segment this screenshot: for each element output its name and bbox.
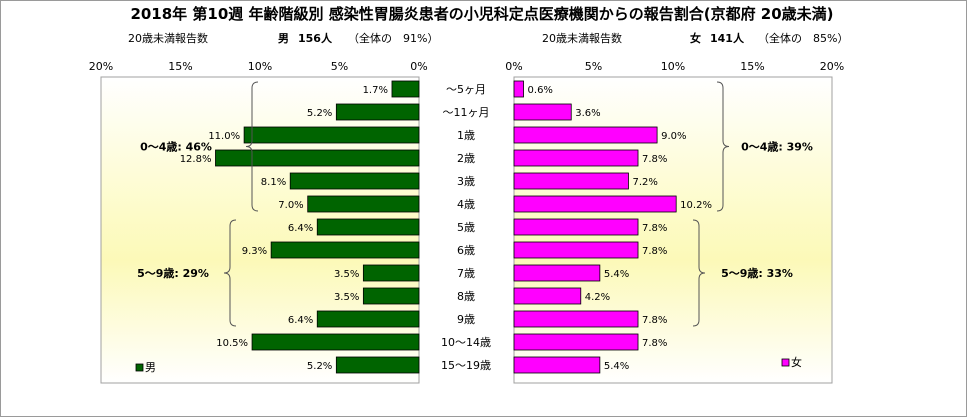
female-bar [513,172,629,190]
male-x-tick-label: 5% [331,60,348,73]
female-data-label: 7.8% [642,338,667,349]
male-bar [251,333,420,351]
female-group-brace [716,81,730,212]
age-category-label: 15～19歳 [441,359,491,372]
legend-female-label: 女 [791,355,802,369]
female-data-label: 4.2% [585,292,610,303]
male-data-label: 3.5% [334,292,359,303]
legend-male-swatch [135,363,144,372]
male-group-brace [223,219,237,327]
female-x-tick-label: 20% [820,60,844,73]
female-header-label: 20歳未満報告数 [542,32,622,45]
female-bar [513,310,639,328]
chart-title: 2018年 第10週 年齢階級別 感染性胃腸炎患者の小児科定点医療機関からの報告… [130,5,833,23]
female-data-label: 7.8% [642,315,667,326]
female-bar [513,218,639,236]
male-header-count: 156人 [298,31,333,45]
male-data-label: 11.0% [208,131,240,142]
male-bar [316,218,420,236]
male-header-sex: 男 [278,32,289,45]
legend-male-label: 男 [145,361,156,374]
male-header-label: 20歳未満報告数 [128,32,208,45]
female-data-label: 3.6% [575,108,600,119]
male-group-brace [245,81,259,212]
male-data-label: 12.8% [180,154,212,165]
female-data-label: 7.8% [642,154,667,165]
male-bar [243,126,420,144]
age-category-label: 9歳 [457,313,475,326]
male-group-label: 0～4歳: 46% [140,140,212,154]
male-bar [391,80,420,98]
male-data-label: 3.5% [334,269,359,280]
female-header-sex: 女 [690,31,701,45]
female-bar [513,149,639,167]
female-data-label: 10.2% [680,200,712,211]
female-bar [513,80,524,98]
female-data-label: 9.0% [661,131,686,142]
male-x-tick-label: 10% [248,60,272,73]
male-x-tick-label: 20% [89,60,113,73]
age-category-label: 6歳 [457,244,475,257]
age-category-label: ～5ヶ月 [446,83,486,96]
female-x-tick-label: 10% [661,60,685,73]
female-bar [513,356,601,374]
female-bar [513,103,572,121]
female-x-tick-label: 15% [740,60,764,73]
age-category-label: 10～14歳 [441,336,491,349]
male-data-label: 8.1% [261,177,286,188]
male-x-tick-label: 15% [168,60,192,73]
female-x-tick-label: 0% [505,60,522,73]
age-category-label: ～11ヶ月 [443,106,490,119]
male-data-label: 6.4% [288,223,313,234]
female-bar [513,287,582,305]
female-header-share: （全体の 85%） [758,31,848,45]
male-data-label: 5.2% [307,108,332,119]
legend-female-swatch [781,358,790,367]
male-bar [270,241,420,259]
male-data-label: 5.2% [307,361,332,372]
age-category-label: 1歳 [457,129,475,142]
male-data-label: 10.5% [216,338,248,349]
age-category-label: 7歳 [457,267,475,280]
male-bar [335,103,420,121]
female-data-label: 7.8% [642,246,667,257]
male-bar [307,195,420,213]
age-category-label: 4歳 [457,198,475,211]
female-bar [513,264,601,282]
male-bar [215,149,420,167]
age-category-label: 3歳 [457,175,475,188]
female-group-label: 5～9歳: 33% [721,266,793,280]
male-data-label: 1.7% [363,85,388,96]
male-bar [335,356,420,374]
male-data-label: 6.4% [288,315,313,326]
female-bar [513,241,639,259]
female-group-brace [692,219,706,327]
male-bar [362,264,420,282]
female-data-label: 7.2% [632,177,657,188]
male-group-label: 5～9歳: 29% [137,266,209,280]
female-bar [513,195,677,213]
female-group-label: 0～4歳: 39% [741,140,813,154]
male-bar [289,172,420,190]
age-category-label: 5歳 [457,221,475,234]
female-data-label: 5.4% [604,361,629,372]
female-header-count: 141人 [710,31,745,45]
male-data-label: 9.3% [242,246,267,257]
female-bar [513,126,658,144]
female-data-label: 7.8% [642,223,667,234]
age-category-label: 8歳 [457,290,475,303]
male-x-tick-label: 0% [410,60,427,73]
male-bar [316,310,420,328]
female-data-label: 5.4% [604,269,629,280]
age-category-label: 2歳 [457,152,475,165]
male-data-label: 7.0% [278,200,303,211]
female-x-tick-label: 5% [585,60,602,73]
male-bar [362,287,420,305]
female-bar [513,333,639,351]
female-data-label: 0.6% [528,85,553,96]
male-header-share: （全体の 91%） [348,31,438,45]
